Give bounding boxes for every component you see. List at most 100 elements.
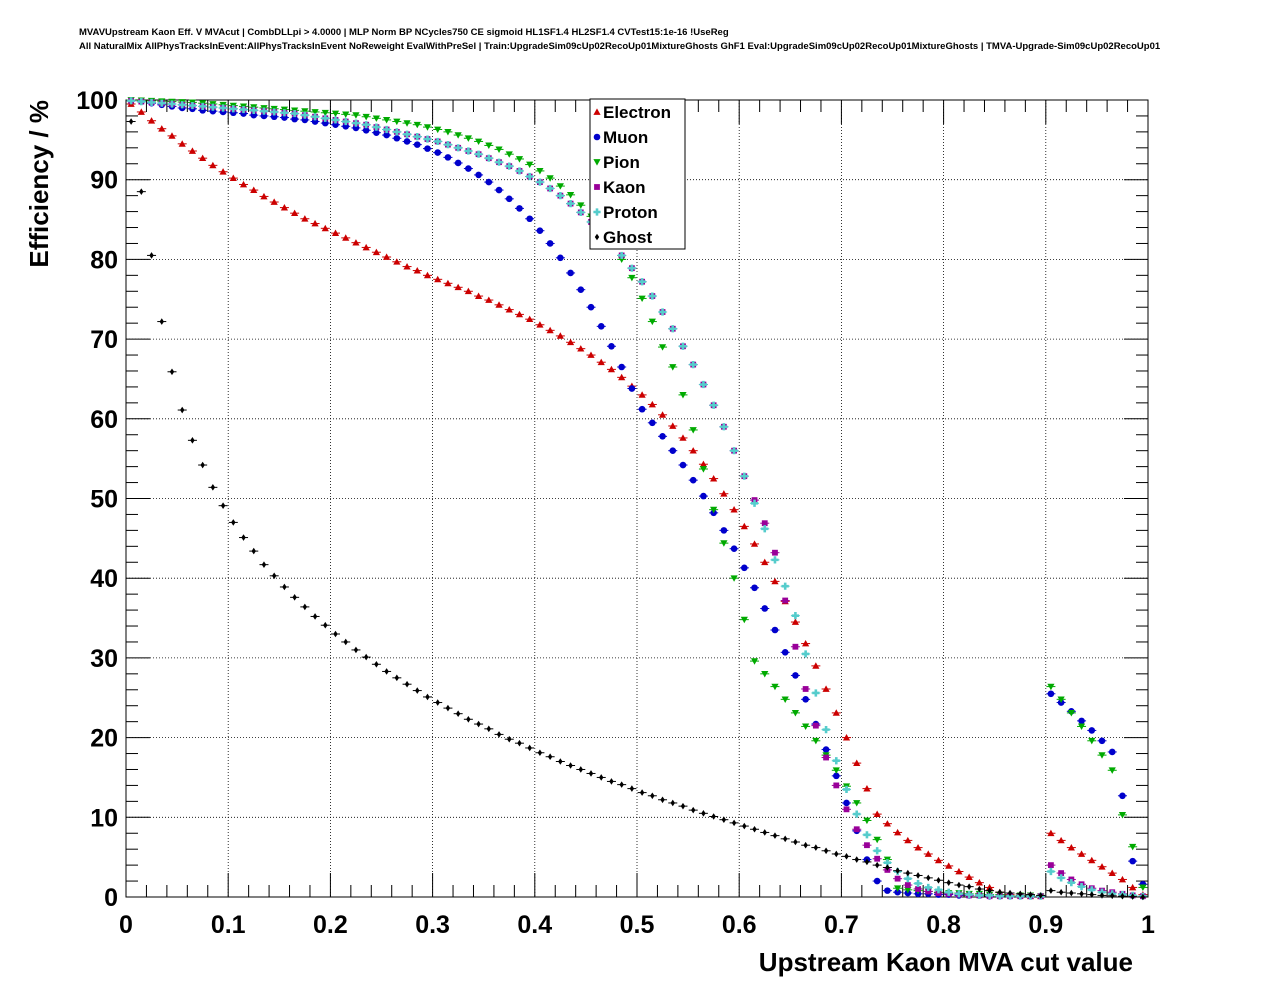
ghost-point (1140, 893, 1146, 901)
proton-point (280, 109, 289, 117)
muon-point (454, 159, 462, 167)
ghost-point (302, 603, 308, 611)
ghost-point (435, 699, 440, 706)
ghost-point (486, 725, 492, 733)
proton-point (710, 401, 718, 409)
electron-point (720, 490, 728, 497)
kaon-point (833, 782, 840, 789)
proton-point (495, 158, 503, 166)
pion-point (1088, 737, 1096, 745)
electron-point (679, 434, 687, 441)
pion-point (812, 737, 820, 745)
electron-point (1118, 875, 1127, 883)
muon-point (1047, 690, 1055, 698)
muon-point (751, 584, 758, 592)
legend-marker-electron (593, 108, 601, 115)
pion-point (750, 658, 759, 665)
muon-point (444, 154, 452, 161)
ghost-point (496, 731, 502, 738)
electron-point (168, 132, 176, 139)
electron-point (648, 400, 656, 408)
muon-point (270, 113, 278, 121)
muon-point (403, 138, 411, 145)
ghost-point (874, 861, 880, 869)
ghost-point (926, 874, 931, 882)
ghost-point (742, 822, 747, 830)
proton-point (321, 114, 329, 122)
electron-point (260, 192, 268, 200)
pion-point (372, 115, 380, 122)
electron-point (147, 117, 156, 124)
pion-point (628, 274, 636, 282)
proton-point (648, 292, 656, 300)
proton-point (832, 757, 840, 765)
kaon-point (1048, 862, 1054, 869)
kaon-point (1058, 870, 1065, 876)
muon-point (679, 461, 687, 469)
ghost-point (936, 876, 941, 884)
electron-point (1077, 850, 1086, 857)
pion-point (1057, 696, 1065, 703)
muon-point (832, 772, 840, 780)
proton-point (311, 113, 319, 121)
proton-point (178, 101, 186, 109)
proton-point (137, 97, 145, 106)
ghost-point (415, 687, 420, 694)
ghost-point (772, 832, 778, 839)
proton-point (679, 342, 687, 350)
kaon-point (925, 888, 932, 895)
ghost-point (987, 887, 992, 894)
ghost-point (762, 829, 767, 836)
electron-point (454, 283, 462, 291)
electron-point (372, 248, 380, 256)
pion-point (761, 670, 769, 678)
muon-point (311, 118, 319, 125)
y-tick-label: 100 (76, 87, 118, 115)
pion-point (301, 108, 309, 115)
muon-point (505, 195, 513, 203)
ghost-point (588, 770, 594, 777)
ghost-point (466, 715, 471, 723)
pion-point (505, 151, 513, 158)
pion-point (331, 110, 340, 118)
electron-point (331, 229, 340, 236)
pion-point (464, 135, 472, 142)
ghost-point (404, 680, 410, 688)
ghost-point (517, 739, 522, 747)
muon-point (649, 419, 656, 427)
ghost-point (271, 572, 277, 580)
pion-point (352, 112, 360, 119)
muon-point (873, 877, 881, 885)
proton-point (566, 200, 575, 208)
proton-point (188, 101, 197, 110)
ghost-point (1120, 892, 1125, 900)
muon-point (1129, 857, 1136, 865)
electron-point (699, 460, 708, 468)
proton-point (352, 119, 360, 127)
ghost-point (1110, 892, 1115, 900)
pion-point (873, 836, 881, 844)
pion-point (781, 696, 789, 703)
muon-point (424, 145, 431, 152)
muon-point (352, 124, 360, 132)
kaon-point (792, 643, 799, 650)
muon-point (301, 116, 309, 124)
muon-point (884, 887, 891, 894)
muon-point (669, 447, 677, 454)
ghost-point (619, 781, 624, 788)
ghost-point (1018, 890, 1023, 898)
proton-point (464, 147, 472, 155)
ghost-point (721, 816, 727, 823)
proton-point (842, 785, 851, 794)
muon-point (557, 254, 564, 262)
ghost-point (885, 864, 890, 871)
pion-point (863, 817, 871, 825)
x-tick-label: 0.4 (517, 911, 552, 939)
pion-point (454, 132, 462, 139)
electron-point (219, 168, 227, 175)
ghost-point (793, 838, 798, 846)
muon-point (332, 121, 339, 129)
muon-point (546, 240, 554, 247)
pion-point (638, 295, 646, 303)
electron-point (301, 215, 309, 222)
